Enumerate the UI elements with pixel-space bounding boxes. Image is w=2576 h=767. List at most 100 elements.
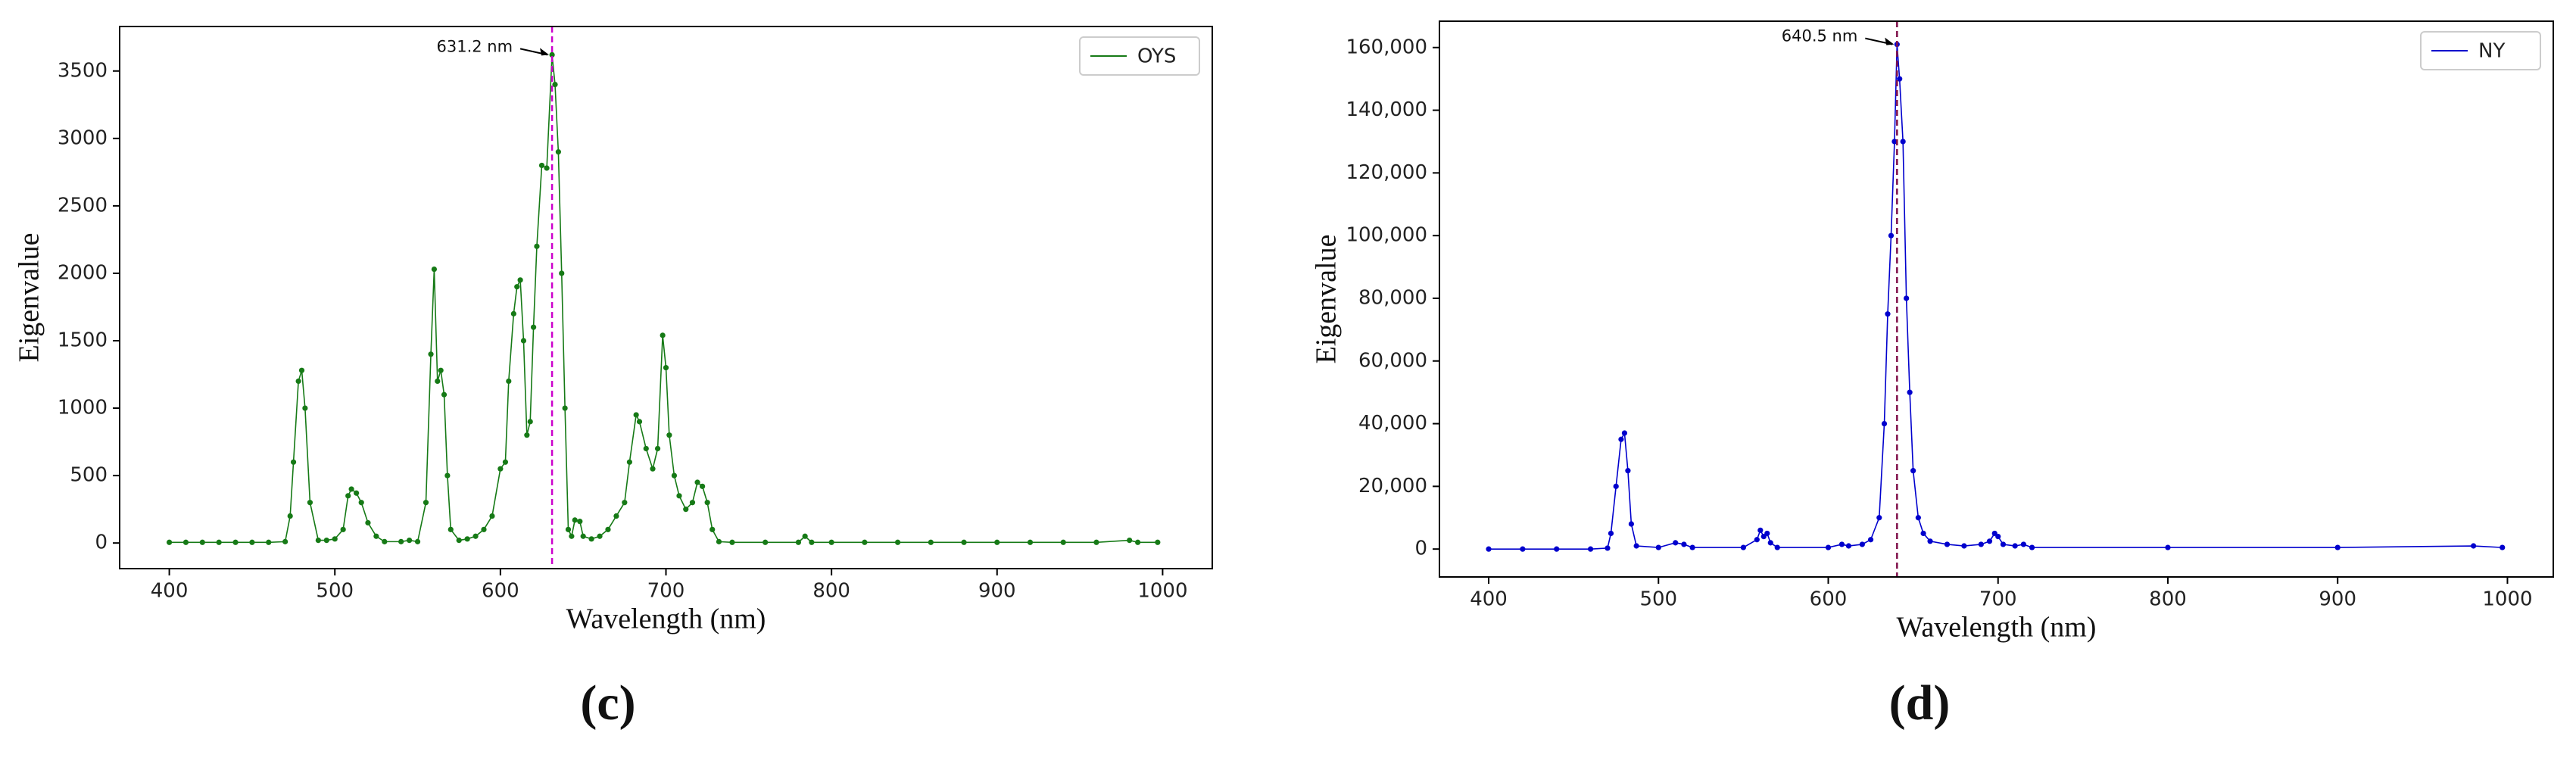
data-point (1881, 420, 1888, 427)
data-point (1757, 527, 1764, 533)
data-point (2500, 544, 2506, 550)
x-tick-label: 700 (1979, 588, 2017, 611)
data-point (1618, 436, 1624, 442)
data-point (298, 367, 305, 373)
y-tick-label: 2000 (58, 261, 108, 284)
data-point (809, 539, 815, 545)
data-point (2471, 543, 2477, 549)
data-point (199, 539, 205, 545)
data-point (249, 539, 255, 545)
data-point (373, 533, 379, 539)
data-point (345, 493, 351, 499)
data-point (671, 472, 678, 479)
data-point (295, 378, 301, 385)
data-point (2020, 541, 2026, 547)
data-point (1904, 295, 1910, 301)
data-point (1135, 539, 1141, 545)
data-point (530, 324, 537, 330)
x-tick-label: 800 (2149, 588, 2187, 611)
data-point (382, 538, 388, 544)
data-point (588, 536, 594, 542)
legend-box (1079, 36, 1200, 76)
data-point (489, 513, 495, 519)
data-point (862, 539, 868, 545)
data-point (559, 270, 565, 276)
data-point (577, 519, 583, 525)
data-point (2012, 543, 2018, 549)
x-tick-label: 800 (812, 580, 850, 603)
data-point (456, 537, 462, 544)
data-point (1859, 541, 1865, 547)
x-tick-label: 900 (978, 580, 1016, 603)
data-point (605, 526, 611, 532)
data-point (354, 490, 360, 496)
annotation-text: 640.5 nm (1782, 27, 1858, 45)
data-point (431, 266, 438, 273)
data-point (572, 517, 578, 523)
y-tick-label: 0 (1414, 538, 1427, 560)
y-tick-label: 3500 (58, 59, 108, 82)
data-point (650, 466, 656, 472)
data-point (549, 51, 555, 58)
x-axis-label: Wavelength (nm) (566, 603, 766, 635)
data-point (828, 539, 834, 545)
data-point (663, 365, 669, 371)
data-point (1767, 540, 1773, 546)
data-point (340, 526, 346, 532)
data-point (444, 472, 451, 479)
data-point (2000, 541, 2007, 547)
data-point (538, 162, 545, 169)
data-point (524, 432, 530, 438)
y-tick-label: 120,000 (1346, 161, 1427, 184)
data-point (1978, 541, 1984, 547)
y-tick-label: 0 (95, 532, 108, 554)
data-point (636, 419, 643, 425)
data-point (1628, 521, 1634, 527)
annotation-arrowhead (1885, 37, 1895, 45)
panel-label: (c) (580, 675, 635, 731)
data-point (472, 533, 479, 539)
data-point (704, 500, 710, 506)
y-tick-label: 20,000 (1358, 475, 1427, 497)
data-point (569, 533, 575, 539)
data-point (166, 539, 173, 545)
data-point (1060, 539, 1066, 545)
data-point (676, 493, 682, 499)
data-point (348, 486, 354, 492)
data-point (1838, 541, 1845, 547)
legend-box (2420, 31, 2541, 70)
data-point (534, 243, 540, 249)
data-point (510, 310, 516, 316)
y-tick-label: 100,000 (1346, 224, 1427, 247)
x-tick-label: 1000 (1137, 580, 1187, 603)
data-point (1520, 546, 1526, 552)
data-point (2334, 544, 2341, 550)
data-point (441, 391, 448, 398)
data-point (290, 459, 297, 465)
plot-frame (1439, 20, 2554, 578)
data-point (666, 432, 672, 438)
data-point (287, 513, 293, 519)
data-point (1845, 543, 1852, 549)
data-point (1155, 539, 1161, 545)
x-tick-label: 600 (482, 580, 519, 603)
plot-frame (119, 26, 1213, 569)
data-point (1027, 539, 1034, 545)
data-point (1867, 537, 1874, 543)
data-point (1961, 543, 1967, 549)
data-point (323, 537, 329, 544)
data-point (1740, 544, 1746, 550)
data-point (1127, 537, 1133, 544)
data-point (435, 378, 441, 385)
data-point (1554, 546, 1560, 552)
data-point (481, 526, 487, 532)
y-tick-label: 1000 (58, 397, 108, 419)
data-point (700, 483, 706, 489)
data-point (520, 338, 527, 344)
data-point (398, 538, 404, 544)
data-point (1608, 530, 1614, 537)
panel-label: (d) (1889, 675, 1951, 731)
data-point (332, 536, 338, 542)
data-point (654, 445, 661, 452)
